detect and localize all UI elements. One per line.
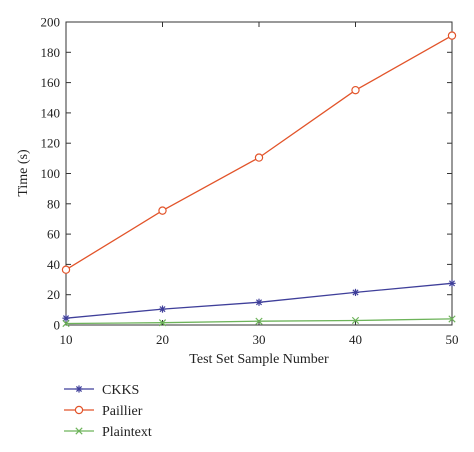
- legend-item-ckks: CKKS: [64, 383, 139, 398]
- y-tick-label: 100: [41, 166, 61, 181]
- series-lines: [61, 31, 457, 328]
- data-point-paillier: [61, 265, 71, 274]
- data-point-ckks: [351, 288, 360, 297]
- legend-item-plaintext: Plaintext: [64, 425, 152, 440]
- data-point-ckks: [158, 305, 167, 313]
- legend-marker-plaintext: [75, 427, 83, 435]
- y-tick-label: 0: [54, 318, 61, 333]
- x-axis-label: Test Set Sample Number: [189, 352, 329, 367]
- y-axis-label: Time (s): [16, 149, 31, 197]
- data-point-plaintext: [351, 316, 360, 325]
- legend: CKKS Paillier Plaintext: [64, 383, 152, 440]
- y-tick-label: 80: [47, 196, 60, 211]
- data-point-paillier: [447, 31, 457, 40]
- data-point-paillier: [158, 206, 167, 215]
- y-tick-label: 20: [47, 287, 60, 302]
- data-point-paillier: [254, 153, 264, 162]
- legend-label: CKKS: [102, 383, 139, 398]
- data-point-plaintext: [448, 315, 456, 323]
- data-point-ckks: [62, 314, 70, 322]
- x-tick-label: 10: [60, 332, 73, 347]
- data-point-plaintext: [62, 319, 70, 328]
- data-point-paillier: [351, 85, 360, 95]
- plot-area: [65, 21, 453, 326]
- y-tick-label: 180: [41, 45, 61, 60]
- y-tick-label: 120: [41, 136, 61, 151]
- x-tick-label: 20: [156, 332, 169, 347]
- x-axis: 10 20 30 40 50: [60, 22, 459, 347]
- data-point-ckks: [448, 279, 456, 287]
- legend-label: Paillier: [102, 404, 143, 419]
- x-tick-label: 30: [253, 332, 266, 347]
- x-tick-label: 50: [446, 332, 459, 347]
- y-tick-label: 160: [41, 75, 61, 90]
- legend-label: Plaintext: [102, 425, 152, 440]
- legend-item-paillier: Paillier: [64, 404, 143, 419]
- legend-marker-paillier: [74, 405, 84, 415]
- legend-marker-ckks: [75, 385, 83, 393]
- data-point-plaintext: [158, 319, 167, 327]
- data-point-plaintext: [255, 317, 263, 325]
- y-tick-label: 200: [41, 15, 61, 30]
- y-axis: 0 20 40 60 80 100 120 140 160 180 200: [41, 15, 452, 333]
- y-tick-label: 60: [47, 227, 60, 242]
- data-point-ckks: [255, 298, 263, 306]
- y-tick-label: 140: [41, 105, 61, 120]
- x-tick-label: 40: [349, 332, 362, 347]
- y-tick-label: 40: [47, 257, 60, 272]
